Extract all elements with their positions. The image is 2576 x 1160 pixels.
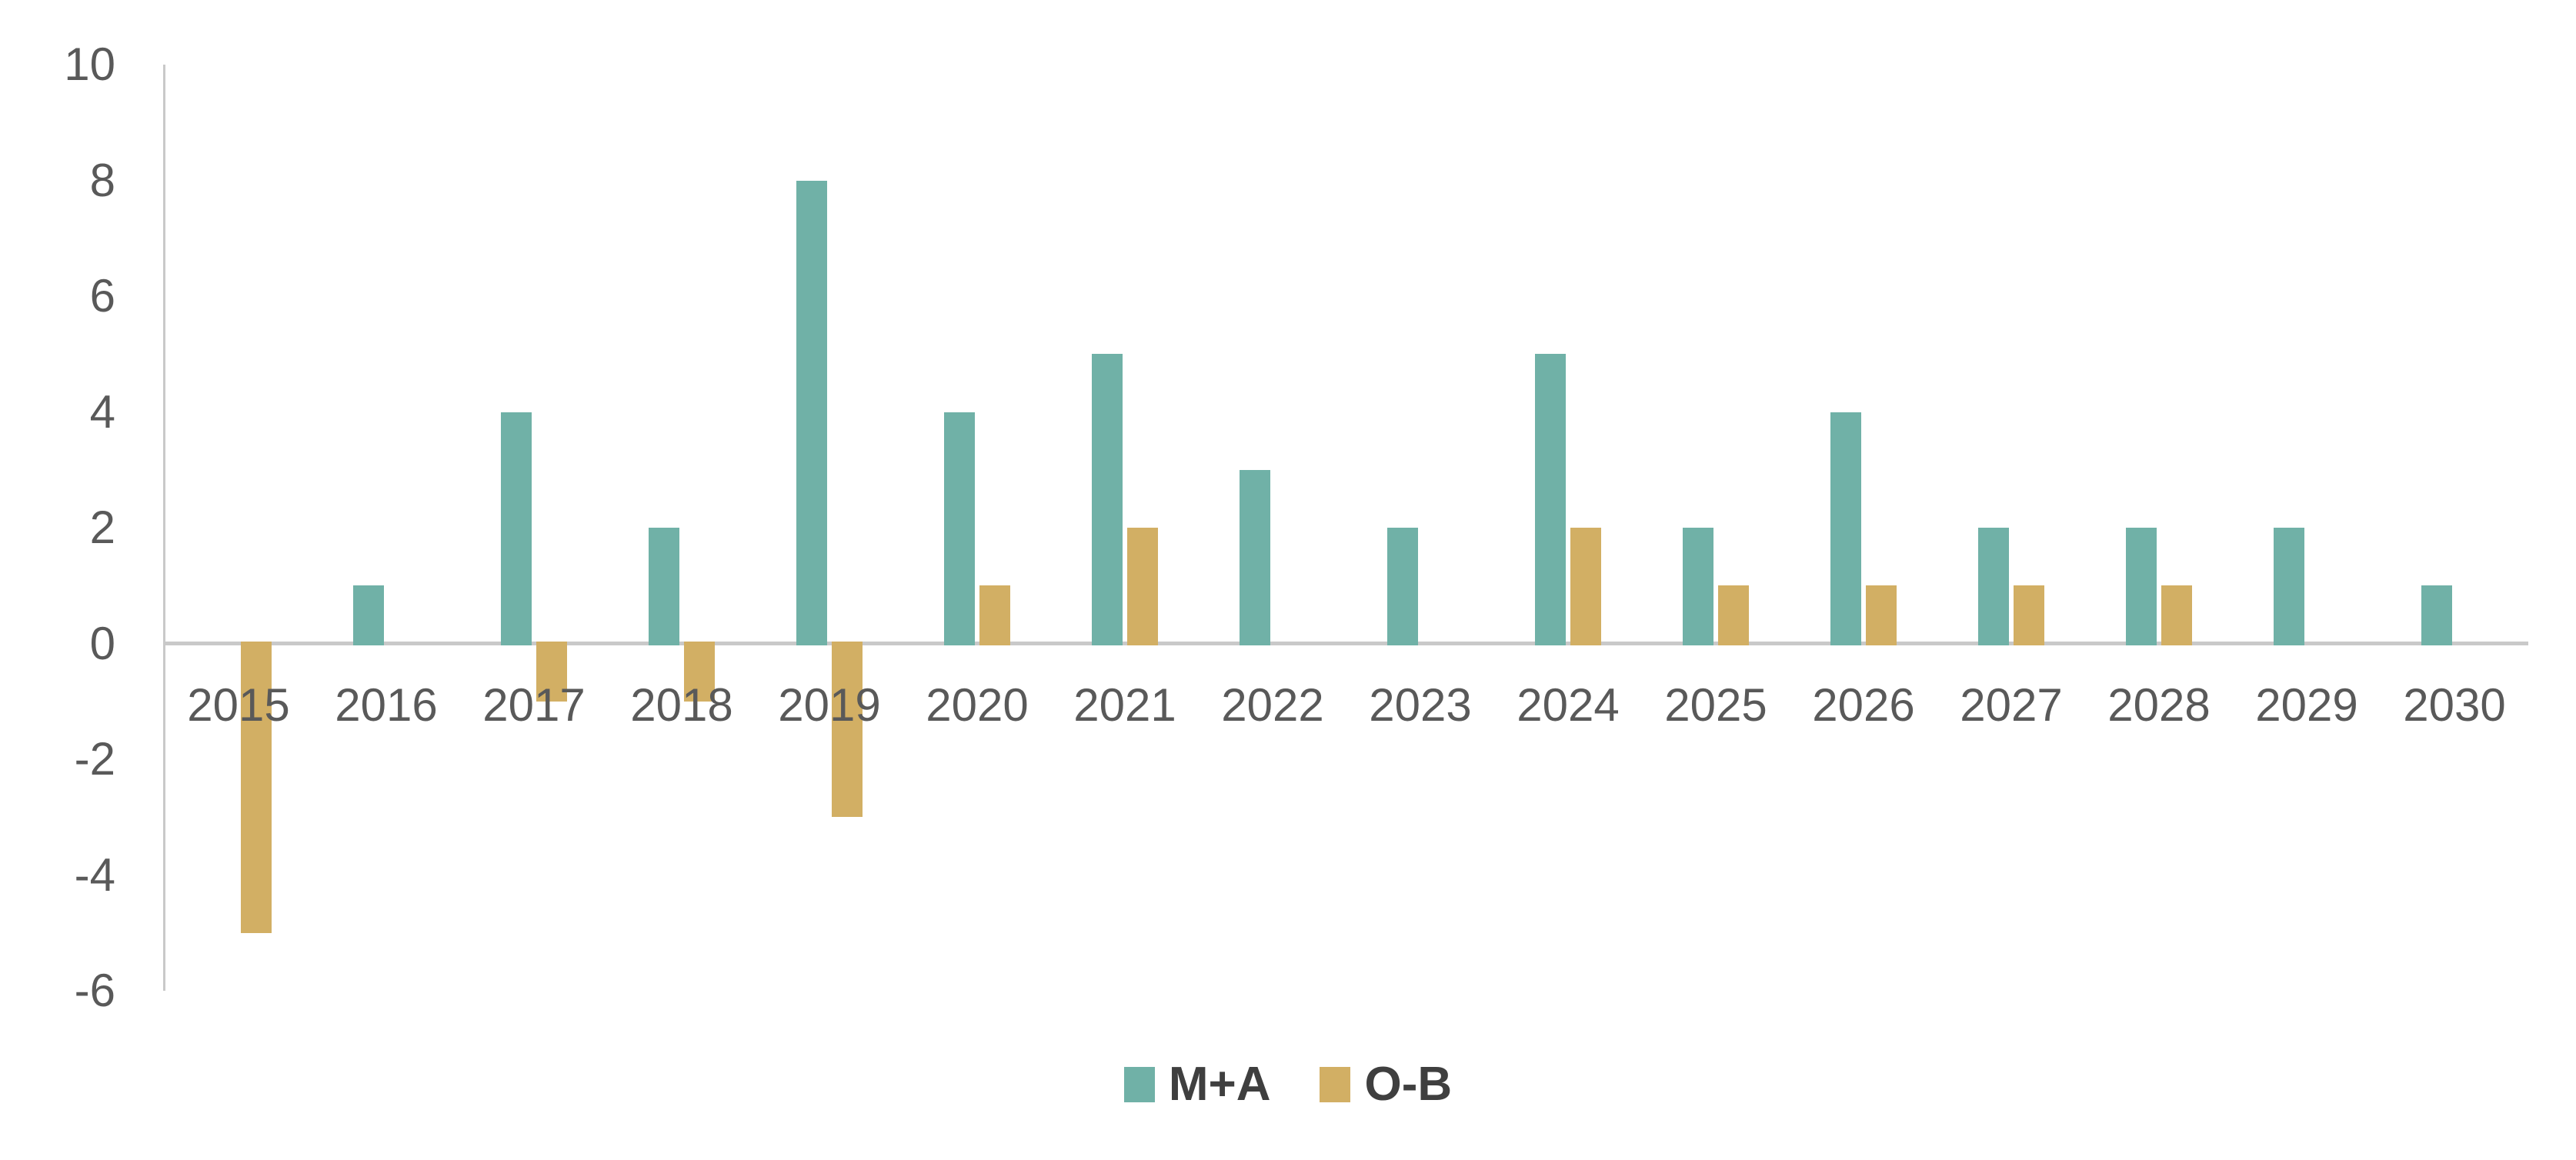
x-tick-label-2030: 2030 (2403, 679, 2506, 731)
bar-ob-2019 (832, 642, 863, 818)
bar-ma-2024 (1535, 354, 1566, 645)
bar-ma-2027 (1978, 528, 2009, 645)
legend-label-ma: M+A (1168, 1058, 1271, 1111)
bar-ma-2030 (2421, 585, 2452, 645)
x-tick-label-2020: 2020 (926, 679, 1029, 731)
x-tick-label-2021: 2021 (1073, 679, 1176, 731)
x-tick-label-2026: 2026 (1812, 679, 1915, 731)
bar-ob-2021 (1127, 528, 1158, 645)
y-tick-label-4: 4 (89, 385, 115, 438)
x-tick-label-2017: 2017 (482, 679, 586, 731)
bar-ob-2020 (979, 585, 1010, 645)
x-axis-zero-line (165, 642, 2528, 645)
bar-ob-2026 (1866, 585, 1897, 645)
y-tick-label-8: 8 (89, 154, 115, 206)
x-tick-label-2015: 2015 (187, 679, 290, 731)
bar-ob-2028 (2161, 585, 2192, 645)
bar-ob-2027 (2014, 585, 2044, 645)
x-tick-label-2022: 2022 (1221, 679, 1324, 731)
x-tick-label-2028: 2028 (2107, 679, 2211, 731)
y-tick-label--6: -6 (74, 965, 115, 1016)
bar-ma-2021 (1092, 354, 1123, 645)
legend-swatch-ma-icon (1123, 1067, 1155, 1102)
legend-item-ob: O-B (1320, 1060, 1452, 1109)
bar-ma-2022 (1240, 469, 1270, 645)
x-tick-label-2024: 2024 (1517, 679, 1620, 731)
legend-label-ob: O-B (1364, 1058, 1453, 1111)
y-tick-label-2: 2 (89, 502, 115, 553)
bar-ma-2018 (649, 528, 679, 645)
bar-ma-2023 (1387, 528, 1418, 645)
y-tick-label--4: -4 (74, 848, 115, 901)
x-tick-label-2019: 2019 (778, 679, 881, 731)
y-tick-label-6: 6 (89, 270, 115, 322)
bar-ob-2025 (1718, 585, 1749, 645)
bar-ob-2018 (684, 642, 715, 702)
bar-ma-2026 (1830, 412, 1861, 645)
bar-ma-2017 (501, 412, 532, 645)
x-tick-label-2023: 2023 (1369, 679, 1472, 731)
bar-ma-2028 (2126, 528, 2157, 645)
y-tick-label-10: 10 (64, 38, 115, 90)
bar-ma-2029 (2274, 528, 2304, 645)
bar-ma-2016 (353, 585, 384, 645)
x-tick-label-2018: 2018 (630, 679, 733, 731)
bar-ma-2019 (796, 180, 827, 645)
x-tick-label-2025: 2025 (1664, 679, 1767, 731)
bar-ob-2024 (1570, 528, 1601, 645)
bar-ob-2015 (241, 642, 272, 933)
bar-ob-2017 (536, 642, 567, 702)
legend-item-ma: M+A (1123, 1058, 1271, 1111)
y-tick-label-0: 0 (89, 617, 115, 669)
x-tick-label-2027: 2027 (1960, 679, 2063, 731)
legend-swatch-ob-icon (1320, 1067, 1351, 1102)
y-axis-line (163, 65, 165, 991)
x-tick-label-2029: 2029 (2255, 679, 2358, 731)
legend: M+A O-B (0, 1060, 2576, 1109)
bar-ma-2025 (1683, 528, 1713, 645)
bar-ma-2020 (944, 412, 975, 645)
x-tick-label-2016: 2016 (335, 679, 438, 731)
y-tick-label--2: -2 (74, 733, 115, 785)
